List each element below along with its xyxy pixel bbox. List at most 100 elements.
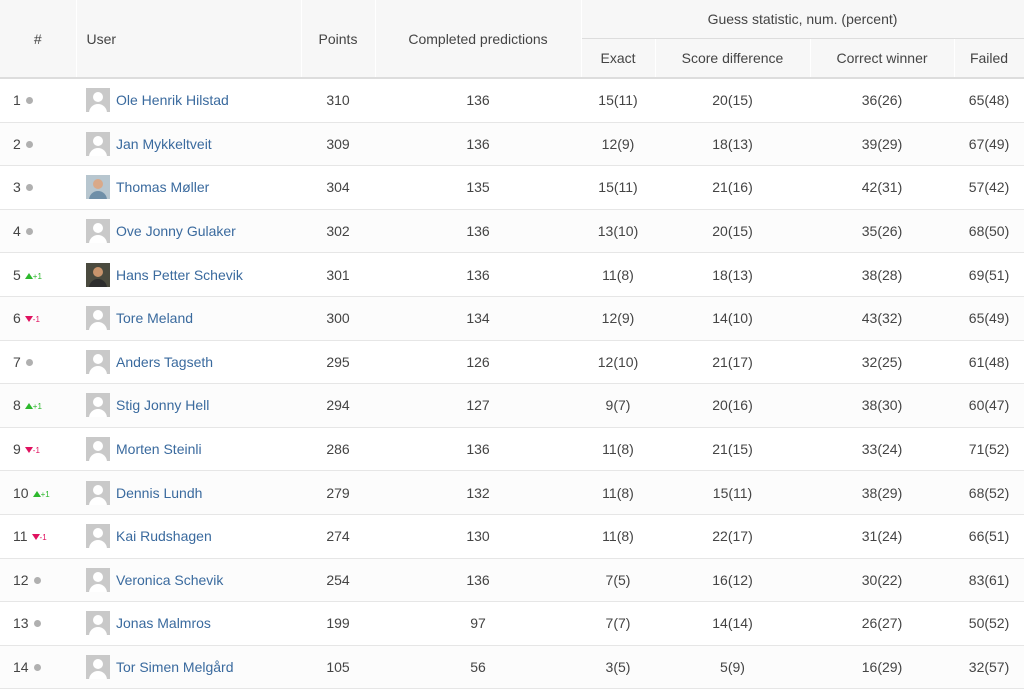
completed-predictions-cell: 136 xyxy=(375,209,581,254)
no-change-dot-icon xyxy=(25,140,33,148)
user-name-link[interactable]: Ole Henrik Hilstad xyxy=(116,92,229,109)
score-difference-cell: 21(15) xyxy=(655,427,810,472)
score-difference-cell: 14(10) xyxy=(655,296,810,341)
completed-predictions-cell: 126 xyxy=(375,340,581,385)
points-cell: 301 xyxy=(301,252,375,297)
table-row: 12 Veronica Schevik 254 136 7(5) 16(12) 30(22)… xyxy=(0,558,1024,603)
correct-winner-cell: 32(25) xyxy=(810,340,954,385)
rank-number: 13 xyxy=(13,615,29,632)
exact-cell: 7(5) xyxy=(581,558,655,603)
score-difference-cell: 18(13) xyxy=(655,252,810,297)
avatar xyxy=(86,393,110,418)
score-difference-cell: 20(15) xyxy=(655,78,810,123)
user-name-link[interactable]: Tore Meland xyxy=(116,310,194,327)
user-name-link[interactable]: Stig Jonny Hell xyxy=(116,397,210,414)
failed-cell: 57(42) xyxy=(954,165,1024,210)
avatar xyxy=(86,524,110,549)
user-info: Veronica Schevik xyxy=(86,567,301,592)
avatar xyxy=(86,437,110,462)
rank-number: 9 xyxy=(13,441,21,458)
user-name-link[interactable]: Veronica Schevik xyxy=(116,571,224,588)
rank-number: 10 xyxy=(13,484,29,501)
avatar xyxy=(86,131,110,156)
user-info: Ole Henrik Hilstad xyxy=(86,88,301,113)
points-cell: 310 xyxy=(301,78,375,123)
exact-cell: 13(10) xyxy=(581,209,655,254)
rank-change: -1 xyxy=(39,533,47,543)
exact-cell: 15(11) xyxy=(581,165,655,210)
rank-cell: 14 xyxy=(0,645,76,690)
correct-winner-cell: 26(27) xyxy=(810,601,954,646)
header-user: User xyxy=(76,0,302,79)
rank-change: +1 xyxy=(32,402,42,412)
table-row: 10 +1 Dennis Lundh 279 132 11(8) 15(11) 38(29) 6… xyxy=(0,470,1024,515)
points-cell: 309 xyxy=(301,122,375,167)
user-info: Jan Mykkeltveit xyxy=(86,131,301,156)
correct-winner-cell: 31(24) xyxy=(810,514,954,559)
table-row: 2 Jan Mykkeltveit 309 136 12(9) 18(13) 39(29) 6… xyxy=(0,122,1024,167)
avatar xyxy=(86,175,110,200)
header-rank: # xyxy=(0,0,77,79)
user-info: Tore Meland xyxy=(86,306,301,331)
user-name-link[interactable]: Thomas Møller xyxy=(116,179,210,196)
avatar xyxy=(86,262,110,287)
user-name-link[interactable]: Anders Tagseth xyxy=(116,353,214,370)
user-name-link[interactable]: Tor Simen Melgård xyxy=(116,659,234,676)
failed-cell: 69(51) xyxy=(954,252,1024,297)
score-difference-cell: 21(16) xyxy=(655,165,810,210)
exact-cell: 11(8) xyxy=(581,514,655,559)
avatar xyxy=(86,611,110,636)
failed-cell: 68(50) xyxy=(954,209,1024,254)
rank-number: 14 xyxy=(13,659,29,676)
user-name-link[interactable]: Morten Steinli xyxy=(116,441,202,458)
table-row: 3 Thomas Møller 304 135 15(11) 21(16) 42(31) 57… xyxy=(0,165,1024,210)
correct-winner-cell: 38(28) xyxy=(810,252,954,297)
user-cell: Kai Rudshagen xyxy=(76,514,301,559)
points-cell: 300 xyxy=(301,296,375,341)
table-row: 11 -1 Kai Rudshagen 274 130 11(8) 22(17) 31(24)… xyxy=(0,514,1024,559)
user-info: Stig Jonny Hell xyxy=(86,393,301,418)
completed-predictions-cell: 136 xyxy=(375,427,581,472)
user-cell: Ove Jonny Gulaker xyxy=(76,209,301,254)
points-cell: 304 xyxy=(301,165,375,210)
rank-number: 5 xyxy=(13,266,21,283)
user-name-link[interactable]: Dennis Lundh xyxy=(116,484,203,501)
rank-cell: 1 xyxy=(0,78,76,123)
user-info: Dennis Lundh xyxy=(86,480,301,505)
user-cell: Tore Meland xyxy=(76,296,301,341)
score-difference-cell: 18(13) xyxy=(655,122,810,167)
rank-cell: 7 xyxy=(0,340,76,385)
rank-number: 8 xyxy=(13,397,21,414)
header-score-difference: Score difference xyxy=(655,38,811,79)
exact-cell: 7(7) xyxy=(581,601,655,646)
failed-cell: 83(61) xyxy=(954,558,1024,603)
failed-cell: 50(52) xyxy=(954,601,1024,646)
user-name-link[interactable]: Hans Petter Schevik xyxy=(116,266,243,283)
rank-change: -1 xyxy=(32,315,40,325)
header-failed: Failed xyxy=(954,38,1024,79)
rank-cell: 11 -1 xyxy=(0,514,76,559)
no-change-dot-icon xyxy=(33,664,41,672)
arrow-down-icon xyxy=(24,447,33,454)
rank-cell: 4 xyxy=(0,209,76,254)
user-cell: Tor Simen Melgård xyxy=(76,645,301,690)
failed-cell: 71(52) xyxy=(954,427,1024,472)
user-name-link[interactable]: Jan Mykkeltveit xyxy=(116,135,212,152)
failed-cell: 65(49) xyxy=(954,296,1024,341)
rank-up-indicator: +1 xyxy=(24,402,42,412)
user-name-link[interactable]: Ove Jonny Gulaker xyxy=(116,223,236,240)
header-correct-winner: Correct winner xyxy=(810,38,955,79)
user-name-link[interactable]: Kai Rudshagen xyxy=(116,528,212,545)
completed-predictions-cell: 136 xyxy=(375,78,581,123)
table-row: 14 Tor Simen Melgård 105 56 3(5) 5(9) 16(29) 32… xyxy=(0,645,1024,690)
header-guess-statistic: Guess statistic, num. (percent) xyxy=(581,0,1024,39)
points-cell: 254 xyxy=(301,558,375,603)
rank-cell: 2 xyxy=(0,122,76,167)
points-cell: 295 xyxy=(301,340,375,385)
rank-number: 7 xyxy=(13,353,21,370)
rank-up-indicator: +1 xyxy=(32,490,50,499)
completed-predictions-cell: 56 xyxy=(375,645,581,690)
header-points: Points xyxy=(301,0,376,79)
user-name-link[interactable]: Jonas Malmros xyxy=(116,615,211,632)
score-difference-cell: 5(9) xyxy=(655,645,810,690)
